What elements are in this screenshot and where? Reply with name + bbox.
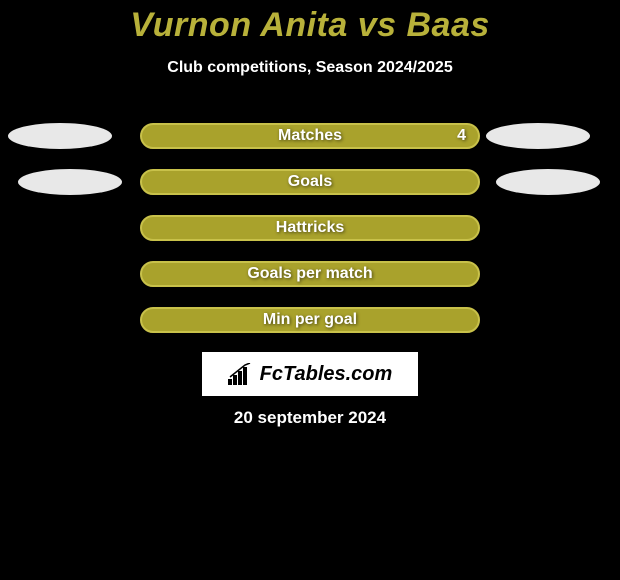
- right-ellipse: [496, 169, 600, 195]
- bar-label: Goals per match: [247, 265, 372, 283]
- bar-row: Hattricks: [0, 205, 620, 251]
- right-ellipse: [486, 123, 590, 149]
- bar-chart-icon: [228, 363, 254, 385]
- center-bar: Hattricks: [140, 215, 480, 241]
- center-bar: Matches 4: [140, 123, 480, 149]
- center-bar: Min per goal: [140, 307, 480, 333]
- bars-area: Matches 4 Goals Hattricks Goals per match Min…: [0, 113, 620, 343]
- left-ellipse: [18, 169, 122, 195]
- center-bar: Goals per match: [140, 261, 480, 287]
- chart-subtitle: Club competitions, Season 2024/2025: [0, 59, 620, 77]
- bar-label: Min per goal: [263, 311, 357, 329]
- bar-row: Goals: [0, 159, 620, 205]
- bar-label: Hattricks: [276, 219, 344, 237]
- bar-label: Goals: [288, 173, 332, 191]
- chart-title: Vurnon Anita vs Baas: [0, 0, 620, 45]
- logo-text: FcTables.com: [260, 363, 393, 386]
- bar-value-right: 4: [457, 127, 466, 145]
- bar-row: Matches 4: [0, 113, 620, 159]
- left-ellipse: [8, 123, 112, 149]
- bar-row: Min per goal: [0, 297, 620, 343]
- chart-container: Vurnon Anita vs Baas Club competitions, …: [0, 0, 620, 580]
- center-bar: Goals: [140, 169, 480, 195]
- chart-date: 20 september 2024: [0, 408, 620, 428]
- logo-box: FcTables.com: [202, 352, 418, 396]
- bar-label: Matches: [278, 127, 342, 145]
- bar-row: Goals per match: [0, 251, 620, 297]
